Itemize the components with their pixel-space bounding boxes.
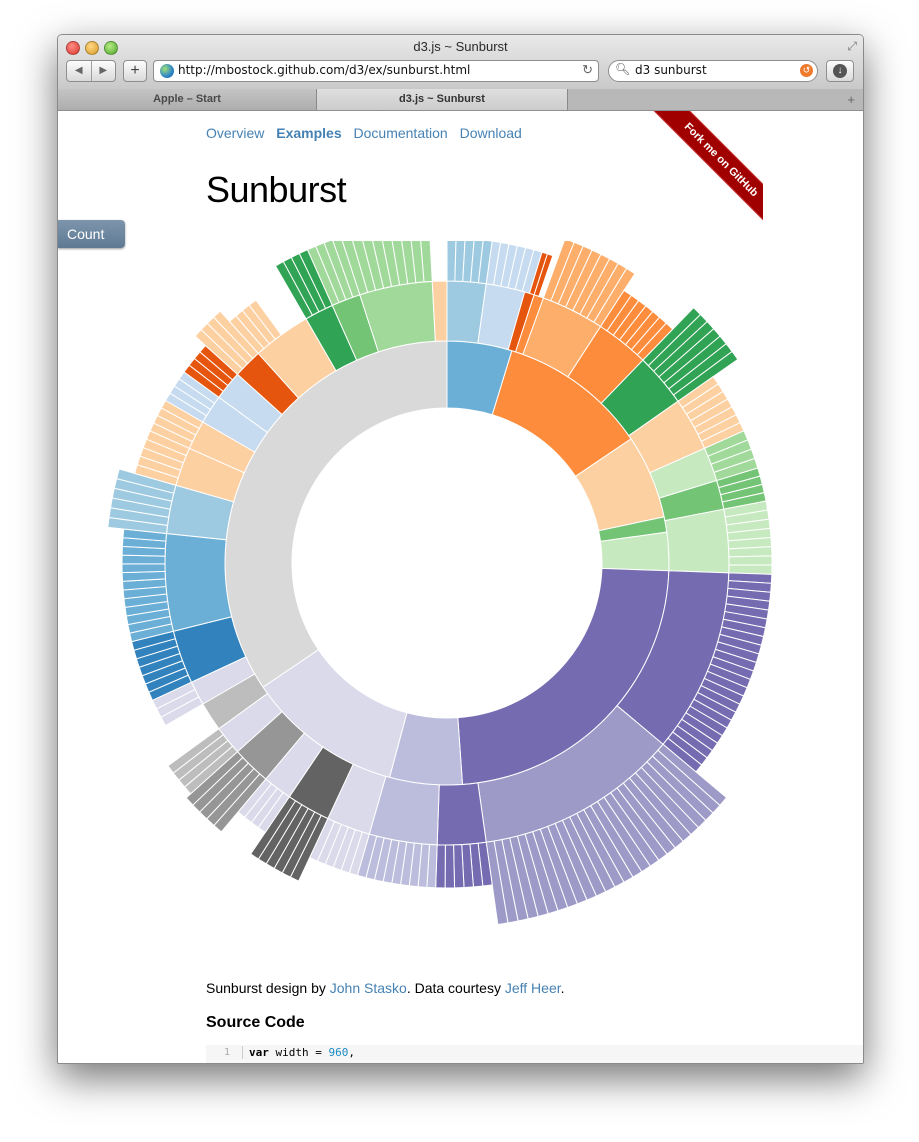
code-end: , [348,1046,355,1059]
download-icon: ↓ [833,64,847,78]
code-value: 960 [328,1046,349,1059]
address-bar[interactable]: http://mbostock.github.com/d3/ex/sunburs… [153,60,599,82]
page-title: Sunburst [206,169,347,210]
sunburst-arc-leaf[interactable] [533,253,554,297]
jeff-heer-link[interactable]: Jeff Heer [504,980,561,996]
source-code-heading: Source Code [206,1014,305,1031]
back-forward-buttons: ◀ ▶ [66,60,116,82]
sunburst-arc-leaf[interactable] [248,299,282,340]
search-icon[interactable]: 🔍︎ [615,62,631,76]
globe-icon [160,64,174,78]
nav-overview-link[interactable]: Overview [206,125,265,141]
sunburst-chart[interactable] [58,241,863,961]
search-field[interactable]: 🔍︎ d3 sunburst ↺ [608,60,818,82]
count-button[interactable]: Count [58,220,125,248]
sunburst-arc-leaf[interactable] [453,844,465,889]
close-window-button[interactable] [66,41,80,55]
nav-documentation-link[interactable]: Documentation [353,125,448,141]
code-line: var width = 960, [242,1046,355,1059]
sunburst-arc-leaf[interactable] [728,555,773,566]
back-button[interactable]: ◀ [67,61,92,81]
sunburst-arc-leaf[interactable] [728,546,773,558]
sunburst-arc-leaf[interactable] [417,241,433,283]
sunburst-arc-middle[interactable] [436,782,487,846]
sunburst-arc-middle[interactable] [664,508,730,574]
clear-search-icon[interactable]: ↺ [800,64,813,77]
nav-examples-link[interactable]: Examples [276,125,342,141]
search-text[interactable]: d3 sunburst [635,63,707,77]
credit-middle: . Data courtesy [406,980,505,996]
sunburst-arc-leaf[interactable] [121,563,166,574]
browser-window: d3.js ~ Sunburst ⤢ ◀ ▶ + http://mbostock… [57,34,864,1064]
reload-icon[interactable]: ↻ [582,62,593,77]
minimize-window-button[interactable] [85,41,99,55]
credit-suffix: . [560,980,565,996]
fork-me-ribbon-label[interactable]: Fork me on GitHub [644,111,763,237]
credit-prefix: Sunburst design by [206,980,330,996]
zoom-window-button[interactable] [104,41,118,55]
tab-d3-sunburst[interactable]: d3.js ~ Sunburst [317,89,568,110]
sunburst-arc-leaf[interactable] [167,728,224,774]
credit-line: Sunburst design by John Stasko. Data cou… [206,980,565,996]
sunburst-arc-leaf[interactable] [444,844,456,889]
code-block: 1 var width = 960, [206,1045,863,1063]
sunburst-arc-middle[interactable] [431,280,448,342]
top-navigation: Overview Examples Documentation Download [206,125,530,141]
window-title: d3.js ~ Sunburst [413,39,508,54]
code-mid: width = [268,1046,329,1059]
downloads-button[interactable]: ↓ [826,60,854,82]
tab-bar: Apple – Start d3.js ~ Sunburst + [58,89,863,111]
nav-download-link[interactable]: Download [459,125,522,141]
url-text[interactable]: http://mbostock.github.com/d3/ex/sunburs… [178,63,471,77]
fullscreen-icon[interactable]: ⤢ [847,39,857,53]
add-bookmark-button[interactable]: + [123,60,147,82]
line-number: 1 [224,1047,231,1058]
tab-apple-start[interactable]: Apple – Start [58,89,317,110]
code-keyword: var [249,1046,269,1059]
page-content: Overview Examples Documentation Download… [58,111,863,1063]
titlebar: d3.js ~ Sunburst ⤢ ◀ ▶ + http://mbostock… [58,35,863,90]
sunburst-arc-middle[interactable] [164,532,233,632]
john-stasko-link[interactable]: John Stasko [329,980,407,996]
forward-button[interactable]: ▶ [99,65,108,76]
github-ribbon[interactable]: Fork me on GitHub [618,111,763,246]
new-tab-button[interactable]: + [847,92,855,107]
